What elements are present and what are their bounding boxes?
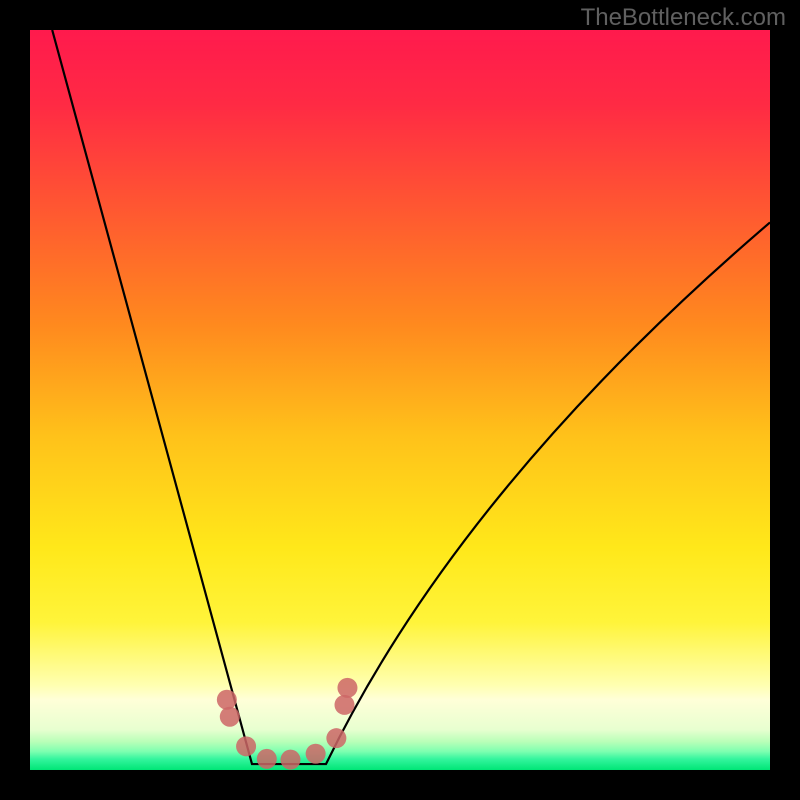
trough-dot: [337, 678, 357, 698]
trough-dot: [236, 736, 256, 756]
trough-marker-dots: [30, 30, 770, 770]
trough-dot: [257, 749, 277, 769]
trough-dot: [335, 695, 355, 715]
trough-dot: [326, 728, 346, 748]
watermark-text: TheBottleneck.com: [581, 4, 786, 32]
plot-area: [30, 30, 770, 770]
trough-dot: [220, 707, 240, 727]
trough-dot: [306, 744, 326, 764]
trough-dot: [280, 750, 300, 770]
trough-dot: [217, 690, 237, 710]
